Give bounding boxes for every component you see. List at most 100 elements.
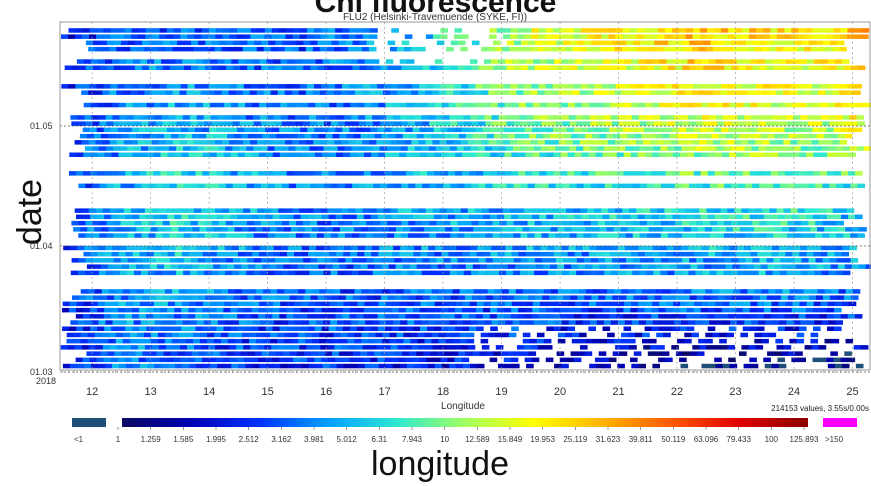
heat-cell	[385, 251, 393, 257]
heat-cell	[195, 326, 203, 331]
heat-cell	[401, 220, 409, 226]
heat-cell	[686, 214, 695, 220]
heat-cell	[812, 314, 821, 319]
heat-cell	[424, 289, 433, 294]
heat-cell	[349, 214, 358, 220]
heat-cell	[643, 140, 651, 145]
heat-cell	[383, 208, 392, 213]
heat-cell	[574, 214, 582, 220]
heat-cell	[538, 84, 547, 89]
heat-cell	[426, 357, 435, 363]
heat-cell	[183, 233, 192, 238]
heat-cell	[193, 90, 202, 95]
x-tick-label: 18	[437, 386, 449, 398]
heat-cell	[310, 183, 318, 189]
heat-cell	[688, 146, 696, 151]
heat-cell	[263, 332, 271, 338]
heat-cell	[455, 326, 463, 331]
heat-cell	[722, 301, 730, 307]
heat-cell	[753, 264, 762, 269]
heat-cell	[293, 214, 302, 220]
heat-cell	[194, 357, 203, 363]
heat-cell	[776, 208, 785, 213]
heat-cell	[791, 171, 800, 176]
heat-cell	[291, 338, 299, 344]
heat-cell	[827, 363, 836, 369]
heat-cell	[94, 332, 103, 338]
heat-cell	[215, 208, 223, 213]
heat-cell	[773, 183, 781, 189]
heat-cell	[129, 227, 137, 232]
heat-cell	[147, 245, 156, 251]
heat-cell	[420, 152, 428, 157]
heat-cell	[260, 121, 269, 126]
heat-cell	[714, 314, 722, 319]
heat-cell	[190, 233, 199, 238]
heat-cell	[350, 363, 359, 369]
heat-cell	[849, 115, 857, 120]
heat-cell	[136, 227, 144, 232]
heat-cell	[573, 127, 582, 133]
heat-cell	[284, 46, 293, 52]
heat-cell	[607, 90, 616, 95]
heat-cell	[81, 345, 90, 350]
heat-cell	[737, 115, 745, 120]
heat-cell	[209, 314, 217, 319]
heat-cell	[177, 295, 185, 300]
heat-cell	[251, 127, 259, 133]
heat-cell	[483, 102, 492, 108]
heat-cell	[79, 133, 88, 139]
heat-cell	[780, 183, 788, 189]
heat-cell	[548, 233, 557, 238]
heat-cell	[728, 28, 736, 33]
heat-cell	[745, 295, 754, 300]
heat-cell	[202, 127, 210, 133]
heat-cell	[472, 133, 481, 139]
heat-cell	[818, 345, 827, 350]
heat-cell	[211, 233, 220, 238]
heat-cell	[88, 208, 97, 213]
heat-cell	[775, 289, 784, 294]
heat-cell	[281, 320, 289, 325]
heat-cell	[486, 351, 494, 356]
heat-cell	[211, 146, 219, 151]
heat-cell	[91, 320, 100, 325]
heat-cell	[568, 320, 577, 325]
heat-cell	[841, 363, 850, 369]
heat-cell	[164, 133, 172, 139]
heat-cell	[785, 251, 793, 257]
heat-cell	[857, 233, 865, 238]
heat-cell	[840, 357, 849, 363]
heat-cell	[560, 326, 568, 331]
heat-cell	[622, 34, 630, 39]
heat-cell	[314, 152, 323, 157]
heat-cell	[751, 320, 759, 325]
heat-cell	[329, 251, 337, 257]
heat-cell	[156, 351, 165, 356]
heat-cell	[651, 326, 660, 331]
heat-cell	[727, 345, 735, 350]
heat-cell	[671, 345, 679, 350]
heat-cell	[122, 289, 131, 294]
heat-cell	[110, 357, 119, 363]
heat-cell	[199, 338, 208, 344]
heat-cell	[679, 28, 687, 33]
heat-cell	[497, 171, 505, 176]
heat-cell	[516, 208, 525, 213]
heat-cell	[146, 251, 155, 257]
heat-cell	[487, 332, 496, 338]
heat-cell	[518, 301, 527, 307]
heat-cell	[131, 28, 140, 33]
heat-cell	[503, 34, 511, 39]
heat-cell	[368, 338, 376, 344]
heat-cell	[173, 345, 181, 350]
heat-cell	[559, 84, 568, 89]
heat-cell	[307, 171, 316, 176]
heat-cell	[638, 245, 647, 251]
heat-cell	[263, 338, 271, 344]
heat-cell	[161, 115, 170, 120]
heat-cell	[784, 28, 792, 33]
heat-cell	[230, 251, 239, 257]
heat-cell	[763, 84, 771, 89]
heat-cell	[108, 227, 116, 232]
